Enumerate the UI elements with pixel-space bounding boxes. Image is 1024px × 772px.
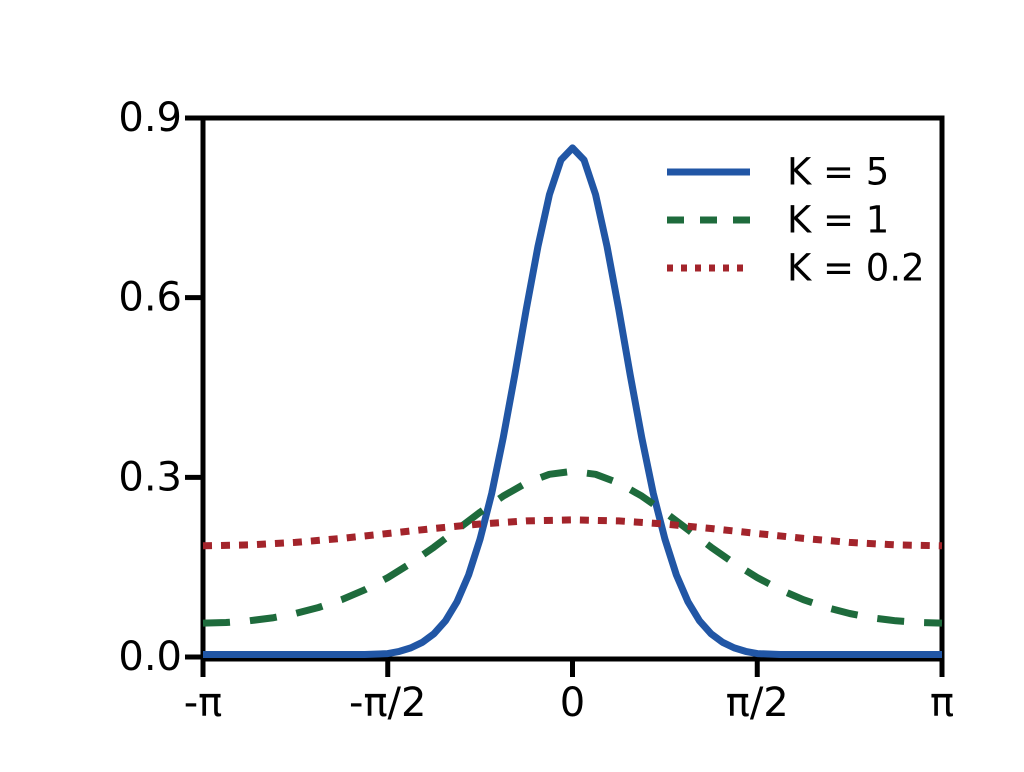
legend-label-k=0.2: K = 0.2 xyxy=(787,247,925,290)
legend-label-k=1: K = 1 xyxy=(787,199,889,242)
curve-k=5 xyxy=(203,144,942,658)
y-axis-tick-label: 0.3 xyxy=(118,454,182,500)
x-axis-tick-label: 0 xyxy=(560,680,585,726)
x-axis-tick-label: -π/2 xyxy=(349,680,426,726)
curve-k=0.2 xyxy=(202,516,943,550)
y-axis-tick-label: 0.0 xyxy=(118,634,182,680)
curve-k=1 xyxy=(202,467,943,627)
y-axis-tick-label: 0.6 xyxy=(118,275,182,321)
x-axis-tick-label: π/2 xyxy=(726,680,789,726)
y-axis-tick-label: 0.9 xyxy=(118,95,182,141)
x-axis-tick-label: π xyxy=(930,680,954,726)
x-axis-tick-label: -π xyxy=(184,680,223,726)
legend-label-k=5: K = 5 xyxy=(787,151,889,194)
